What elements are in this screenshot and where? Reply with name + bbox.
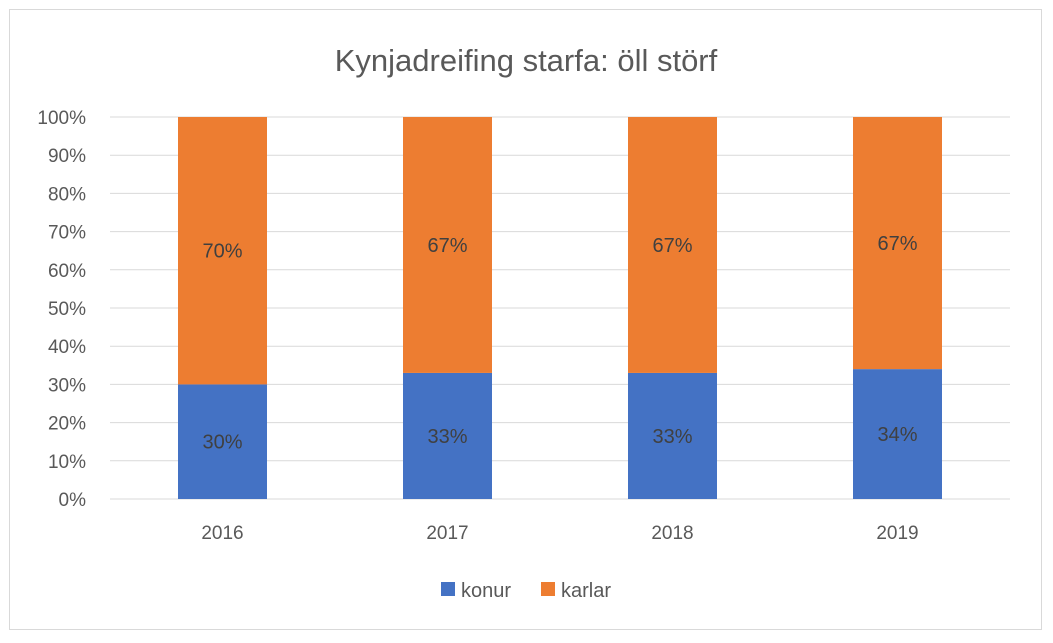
x-tick-label: 2016 <box>201 523 243 544</box>
bar-konur-2018 <box>628 372 717 499</box>
bar-karlar-2018 <box>628 117 717 373</box>
y-tick-label: 30% <box>48 375 86 396</box>
legend-swatch-karlar <box>541 582 555 596</box>
data-label-karlar-2017: 67% <box>427 235 467 257</box>
y-tick-label: 90% <box>48 146 86 167</box>
bar-konur-2019 <box>853 369 942 499</box>
y-tick-label: 80% <box>48 184 86 205</box>
legend-label-konur: konur <box>461 580 511 602</box>
y-axis-ticks: 0% 10% 20% 30% 40% 50% 60% 70% 80% 90% 100% <box>37 108 86 511</box>
y-tick-label: 100% <box>37 108 86 129</box>
y-tick-label: 60% <box>48 261 86 282</box>
data-labels: 30% 70% 33% 67% 33% 67% 34% 67% <box>202 233 917 454</box>
data-label-konur-2017: 33% <box>427 426 467 448</box>
x-axis-ticks: 2016 2017 2018 2019 <box>201 523 918 544</box>
bar-karlar-2017 <box>403 117 492 373</box>
data-label-karlar-2019: 67% <box>877 233 917 255</box>
chart-title: Kynjadreifing starfa: öll störf <box>335 43 718 78</box>
y-tick-label: 20% <box>48 414 86 435</box>
x-tick-label: 2019 <box>876 523 918 544</box>
data-label-konur-2019: 34% <box>877 424 917 446</box>
data-label-konur-2016: 30% <box>202 432 242 454</box>
bar-konur-2016 <box>178 384 267 499</box>
bars <box>178 117 942 499</box>
y-tick-label: 10% <box>48 452 86 473</box>
bar-karlar-2019 <box>853 117 942 370</box>
y-tick-label: 0% <box>59 490 87 511</box>
y-tick-label: 40% <box>48 337 86 358</box>
y-tick-label: 70% <box>48 223 86 244</box>
data-label-karlar-2016: 70% <box>202 241 242 263</box>
legend-label-karlar: karlar <box>561 580 611 602</box>
bar-konur-2017 <box>403 372 492 499</box>
legend: konur karlar <box>441 580 611 602</box>
data-label-konur-2018: 33% <box>652 426 692 448</box>
data-label-karlar-2018: 67% <box>652 235 692 257</box>
x-tick-label: 2017 <box>426 523 468 544</box>
x-tick-label: 2018 <box>651 523 693 544</box>
y-tick-label: 50% <box>48 299 86 320</box>
bar-karlar-2016 <box>178 117 267 385</box>
legend-swatch-konur <box>441 582 455 596</box>
